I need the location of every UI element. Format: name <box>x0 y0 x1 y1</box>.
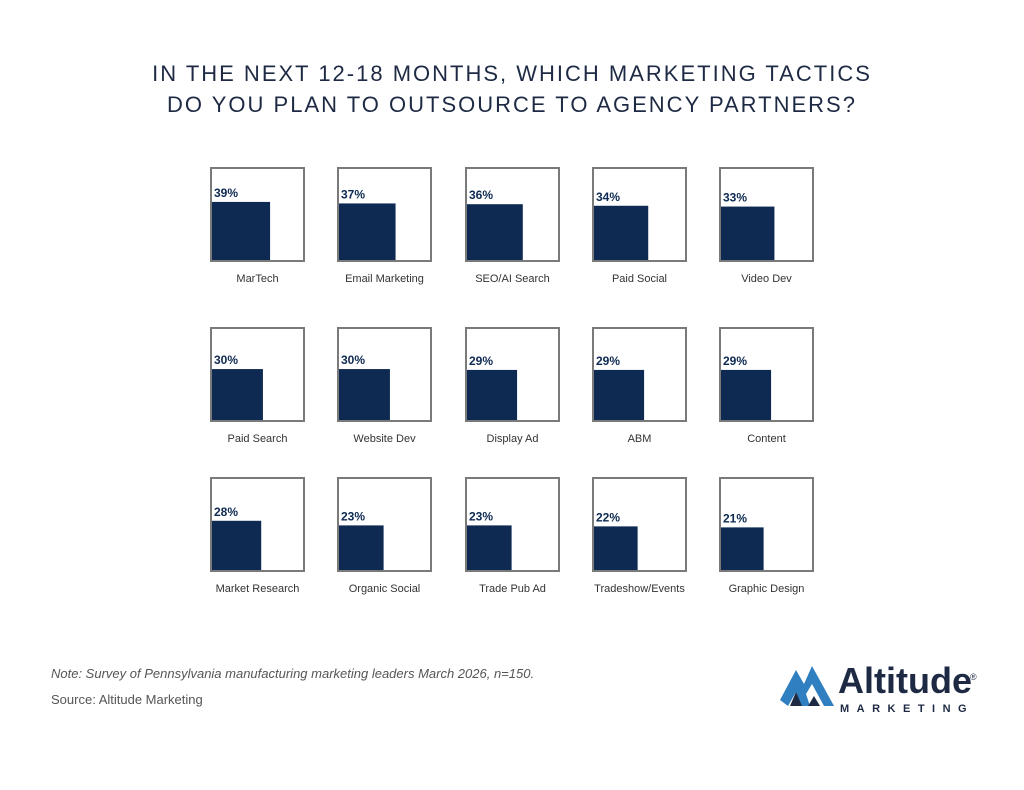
category-label: Market Research <box>216 583 300 595</box>
value-square <box>721 206 775 260</box>
category-label: Email Marketing <box>345 273 424 285</box>
value-square <box>467 369 518 420</box>
title-line-2: DO YOU PLAN TO OUTSOURCE TO AGENCY PARTN… <box>167 92 857 117</box>
category-label: Trade Pub Ad <box>479 583 546 595</box>
category-label: MarTech <box>236 273 278 285</box>
survey-note: Note: Survey of Pennsylvania manufacturi… <box>51 666 535 681</box>
value-label: 33% <box>723 191 747 205</box>
value-square <box>467 525 512 570</box>
logo-wordmark: Altitude <box>838 660 972 701</box>
category-label: Graphic Design <box>729 583 805 595</box>
chart-title: IN THE NEXT 12-18 MONTHS, WHICH MARKETIN… <box>0 58 1024 120</box>
value-square <box>339 525 384 570</box>
value-square <box>339 203 396 260</box>
value-label: 23% <box>469 509 493 523</box>
value-square <box>721 369 772 420</box>
category-label: Paid Search <box>228 433 288 445</box>
value-square <box>721 527 764 570</box>
value-square <box>594 526 638 570</box>
logo-registered-mark: ® <box>970 672 977 682</box>
category-label: Content <box>747 433 786 445</box>
value-label: 34% <box>596 190 620 204</box>
value-label: 29% <box>596 354 620 368</box>
value-square <box>339 369 390 420</box>
category-label: Display Ad <box>487 433 539 445</box>
altitude-logo: Altitude ® MARKETING <box>780 660 990 716</box>
category-label: Video Dev <box>741 273 792 285</box>
category-label: Paid Social <box>612 273 667 285</box>
value-label: 21% <box>723 511 747 525</box>
value-square <box>212 520 262 570</box>
value-square <box>212 369 263 420</box>
value-label: 28% <box>214 505 238 519</box>
value-square <box>212 201 271 260</box>
value-label: 30% <box>214 353 238 367</box>
category-label: Website Dev <box>353 433 416 445</box>
value-label: 22% <box>596 510 620 524</box>
value-label: 23% <box>341 509 365 523</box>
value-square <box>594 369 645 420</box>
category-label: Organic Social <box>349 583 421 595</box>
title-line-1: IN THE NEXT 12-18 MONTHS, WHICH MARKETIN… <box>152 61 872 86</box>
mountain-logo-icon <box>780 666 834 706</box>
category-label: SEO/AI Search <box>475 273 550 285</box>
value-label: 30% <box>341 353 365 367</box>
value-square <box>594 205 649 260</box>
category-label: Tradeshow/Events <box>594 583 685 595</box>
value-label: 29% <box>469 354 493 368</box>
value-label: 36% <box>469 188 493 202</box>
value-label: 29% <box>723 354 747 368</box>
logo-subtitle: MARKETING <box>840 703 975 715</box>
value-square <box>467 204 523 260</box>
value-label: 37% <box>341 187 365 201</box>
source-text: Source: Altitude Marketing <box>51 692 203 707</box>
value-label: 39% <box>214 186 238 200</box>
category-label: ABM <box>628 433 652 445</box>
